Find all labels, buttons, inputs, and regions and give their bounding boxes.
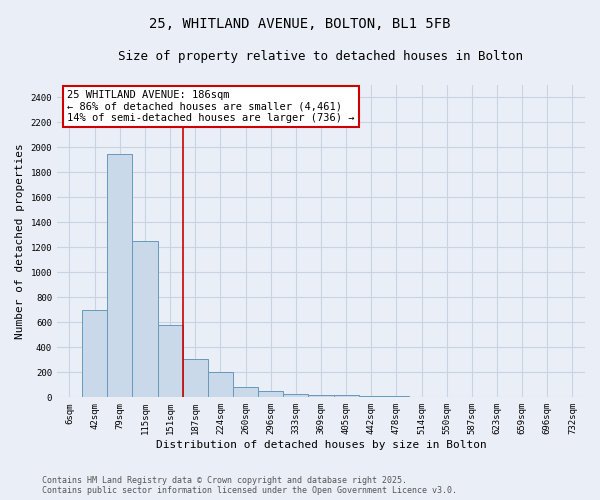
Bar <box>384 396 409 398</box>
Bar <box>283 394 308 398</box>
X-axis label: Distribution of detached houses by size in Bolton: Distribution of detached houses by size … <box>155 440 487 450</box>
Bar <box>409 396 434 398</box>
Y-axis label: Number of detached properties: Number of detached properties <box>15 144 25 339</box>
Bar <box>208 372 233 398</box>
Bar <box>308 395 334 398</box>
Text: 25, WHITLAND AVENUE, BOLTON, BL1 5FB: 25, WHITLAND AVENUE, BOLTON, BL1 5FB <box>149 18 451 32</box>
Bar <box>133 241 158 398</box>
Bar <box>233 386 258 398</box>
Bar <box>258 391 283 398</box>
Bar <box>82 310 107 398</box>
Bar <box>182 358 208 398</box>
Bar <box>107 154 133 398</box>
Title: Size of property relative to detached houses in Bolton: Size of property relative to detached ho… <box>118 50 523 63</box>
Bar <box>158 325 182 398</box>
Text: Contains HM Land Registry data © Crown copyright and database right 2025.
Contai: Contains HM Land Registry data © Crown c… <box>42 476 457 495</box>
Bar <box>359 396 384 398</box>
Bar <box>334 396 359 398</box>
Text: 25 WHITLAND AVENUE: 186sqm
← 86% of detached houses are smaller (4,461)
14% of s: 25 WHITLAND AVENUE: 186sqm ← 86% of deta… <box>67 90 355 123</box>
